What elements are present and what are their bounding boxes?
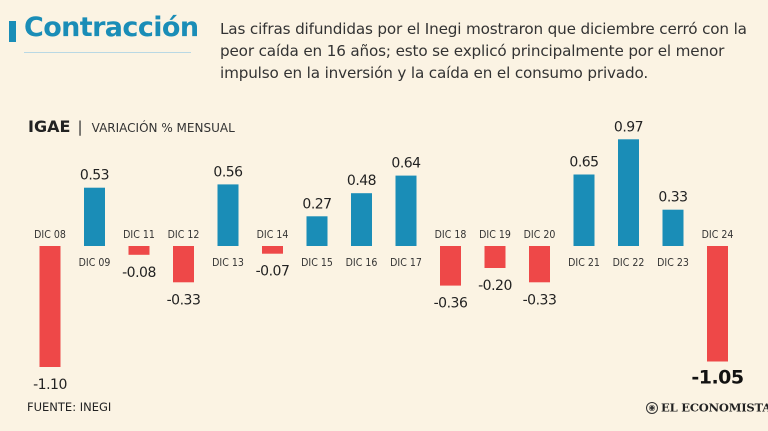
- value-label: 0.64: [391, 156, 421, 172]
- source-note: FUENTE: INEGI: [27, 400, 112, 414]
- title-accent-bar: [9, 21, 16, 42]
- bar: [39, 246, 61, 367]
- bar: [618, 139, 639, 246]
- value-label: 0.65: [569, 155, 598, 171]
- category-label: DIC 19: [479, 229, 511, 241]
- metric-name: VARIACIÓN % MENSUAL: [91, 121, 235, 135]
- category-label: DIC 11: [123, 229, 155, 241]
- category-label: DIC 21: [568, 257, 600, 269]
- category-label: DIC 20: [524, 229, 556, 241]
- category-label: DIC 12: [168, 229, 200, 241]
- label-separator: |: [77, 118, 83, 136]
- category-label: DIC 16: [346, 257, 378, 269]
- value-label: 0.53: [80, 168, 109, 184]
- subtitle: Las cifras difundidas por el Inegi mostr…: [220, 20, 747, 82]
- category-label: DIC 08: [34, 229, 66, 241]
- chart-label: IGAE | VARIACIÓN % MENSUAL: [28, 117, 235, 138]
- page-title: Contracción: [24, 12, 199, 43]
- bar: [351, 193, 372, 246]
- bar: [662, 209, 684, 246]
- brand-name: EL ECONOMISTA: [661, 400, 768, 415]
- value-label: -0.08: [122, 265, 156, 281]
- category-label: DIC 14: [257, 229, 289, 241]
- value-label: -1.10: [33, 377, 67, 393]
- bar: [84, 187, 105, 246]
- value-label: 0.33: [658, 190, 687, 206]
- category-label: DIC 18: [435, 229, 467, 241]
- value-label: -0.07: [256, 264, 290, 280]
- bar: [573, 174, 595, 246]
- bar: [128, 246, 150, 255]
- bar: [529, 246, 550, 283]
- category-label: DIC 13: [212, 257, 244, 269]
- indicator-name: IGAE: [28, 117, 71, 136]
- value-label: -0.33: [523, 292, 557, 308]
- brand-logo: ◉ EL ECONOMISTA: [646, 399, 768, 416]
- bar: [217, 184, 239, 246]
- value-label: -0.20: [478, 278, 512, 294]
- value-label: 0.48: [347, 173, 376, 189]
- category-label: DIC 23: [657, 257, 689, 269]
- category-label: DIC 15: [301, 257, 333, 269]
- bar: [707, 246, 728, 362]
- value-label: 0.97: [614, 119, 643, 135]
- category-label: DIC 24: [702, 229, 734, 241]
- value-label: -1.05: [691, 367, 743, 389]
- bar: [395, 175, 417, 246]
- value-label: 0.27: [302, 196, 331, 212]
- category-label: DIC 22: [613, 257, 645, 269]
- bar: [262, 246, 283, 254]
- value-label: -0.36: [434, 296, 468, 312]
- el-economista-logo-icon: ◉: [646, 401, 658, 414]
- bar: [306, 216, 328, 246]
- category-label: DIC 09: [79, 257, 111, 269]
- category-label: DIC 17: [390, 257, 422, 269]
- value-label: -0.33: [167, 292, 201, 308]
- bar: [484, 246, 506, 268]
- title-underline: [24, 52, 191, 53]
- bar: [173, 246, 194, 283]
- bar: [440, 246, 461, 286]
- value-label: 0.56: [213, 164, 243, 180]
